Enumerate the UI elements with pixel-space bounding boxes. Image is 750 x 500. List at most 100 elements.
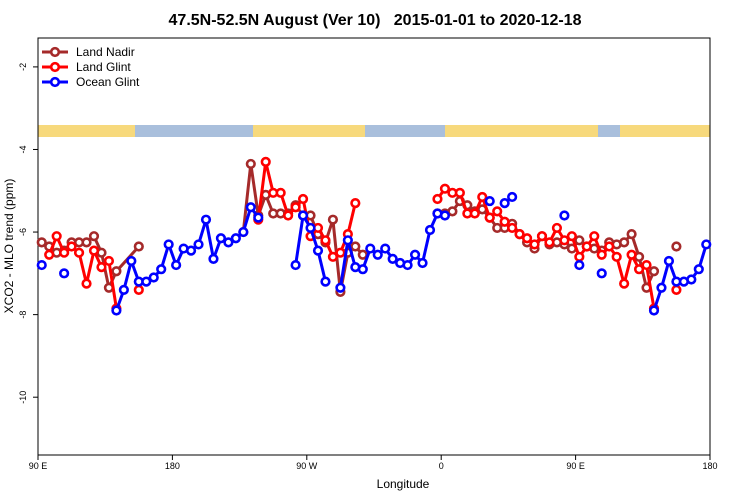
x-tick-label: 0 [439,461,444,471]
point [297,210,309,221]
point [701,239,712,250]
point [245,202,256,213]
point [409,249,421,260]
point [439,210,451,221]
point [126,255,137,267]
y-tick-label: -6 [18,228,28,236]
point [589,231,600,242]
point [171,259,182,271]
y-tick-label: -4 [18,145,28,153]
point [626,229,637,240]
point [163,239,174,250]
point [51,231,62,242]
point [81,278,92,289]
y-tick-label: -8 [18,311,28,319]
point [447,206,458,217]
point [320,235,331,246]
point [96,262,107,273]
chart-title: 47.5N-52.5N August (Ver 10) 2015-01-01 t… [169,12,582,29]
point [230,233,241,244]
point [372,249,383,260]
point [514,229,525,240]
point [633,264,645,275]
series [36,191,712,316]
point [619,278,630,289]
point [73,247,85,258]
point [574,251,585,262]
point [59,247,70,258]
point [200,214,212,225]
x-tick-label: 180 [165,461,180,471]
point [208,253,219,264]
point [477,191,488,203]
point [253,212,264,223]
x-axis-label: Longitude [377,477,430,491]
point [156,264,167,275]
point [36,259,47,271]
point [529,239,540,250]
point [290,259,301,271]
point [596,249,607,260]
x-tick-label: 90 W [296,461,318,471]
point [424,224,436,236]
point [185,245,197,256]
x-tick-label: 180 [702,461,717,471]
point [88,231,100,242]
point [686,274,697,285]
point [566,231,577,242]
point [327,214,339,225]
point [559,210,570,221]
point [671,284,682,295]
point [36,237,47,248]
point [380,243,391,254]
point [141,276,152,287]
point [551,222,563,234]
point [305,222,316,234]
point [671,241,682,252]
point [507,222,518,234]
point [387,253,398,264]
y-tick-label: -2 [18,63,28,71]
point [693,264,704,275]
point [312,245,324,256]
point [290,202,301,213]
point [499,198,510,209]
point [148,272,159,283]
point [357,249,368,260]
point [417,257,428,269]
point [574,235,585,246]
point [223,237,234,248]
point [432,193,443,205]
map-strip [38,125,710,137]
point [365,243,376,254]
point [357,264,368,275]
point [320,276,331,287]
point [499,216,510,227]
point [245,158,256,170]
point [350,198,361,209]
point [66,241,77,252]
point [492,206,503,217]
point [484,212,495,223]
point [604,241,615,252]
legend-label: Land Nadir [76,45,135,59]
point [454,187,465,198]
point [439,183,451,194]
point [536,231,548,242]
point [469,208,480,219]
point [88,245,100,256]
point [611,251,622,262]
point [103,255,115,267]
point [574,259,585,271]
point [81,237,92,248]
point [193,239,204,250]
legend-label: Ocean Glint [76,75,140,89]
point [133,241,144,252]
y-tick-label: -10 [18,391,28,404]
x-tick-label: 90 E [566,461,585,471]
point [484,195,495,207]
legend-marker [49,61,61,73]
point [559,235,570,246]
point [626,249,637,260]
point [521,233,533,244]
